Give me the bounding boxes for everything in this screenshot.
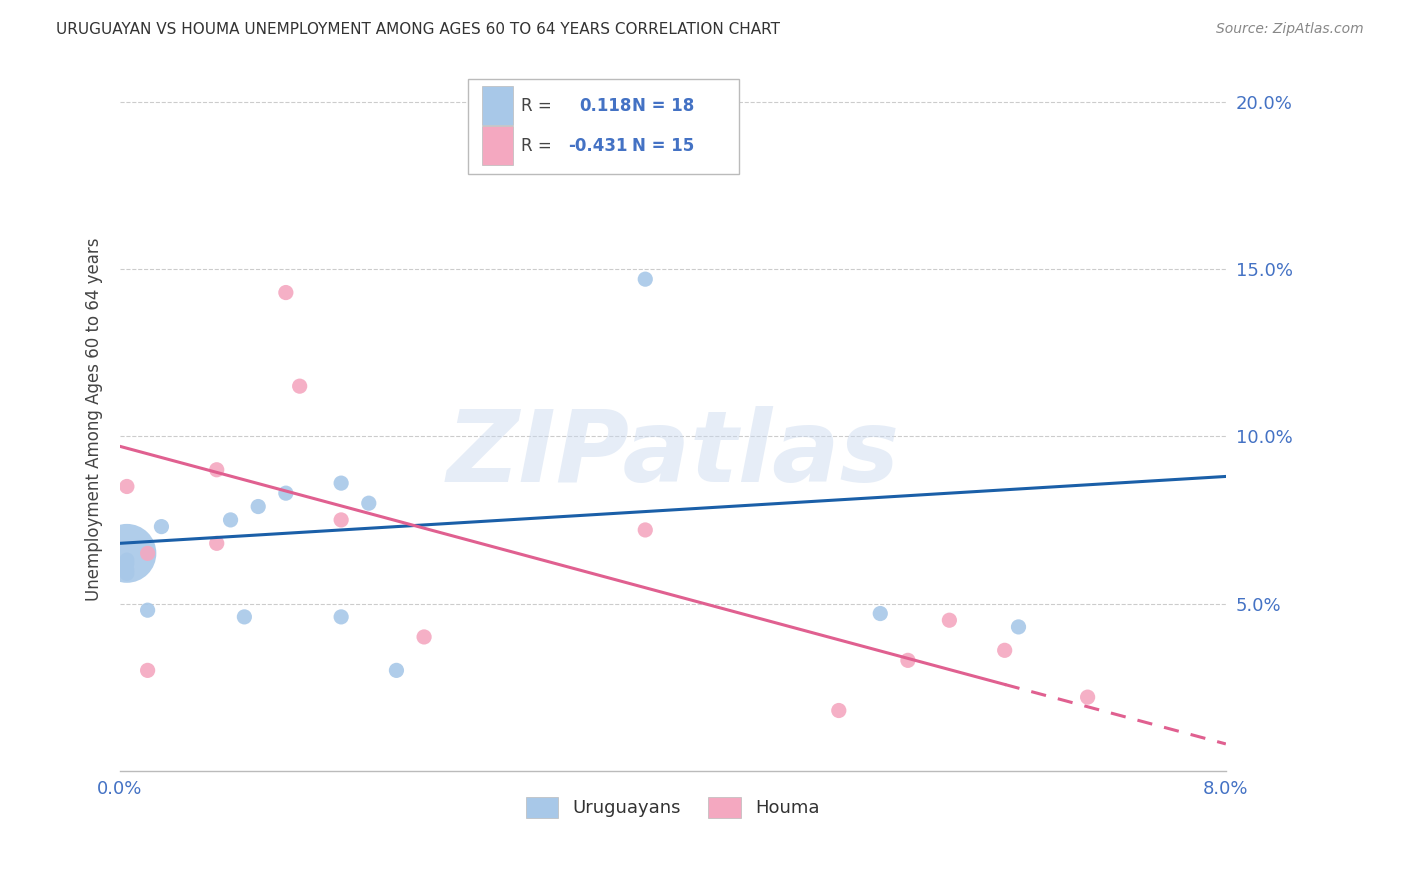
FancyBboxPatch shape bbox=[482, 87, 513, 125]
Point bbox=[205, 536, 228, 550]
Point bbox=[233, 610, 256, 624]
Point bbox=[634, 523, 657, 537]
Point bbox=[938, 613, 960, 627]
Point bbox=[150, 519, 173, 533]
Point bbox=[115, 566, 138, 581]
Text: R =: R = bbox=[522, 96, 562, 115]
Text: ZIPatlas: ZIPatlas bbox=[446, 406, 900, 503]
FancyBboxPatch shape bbox=[482, 127, 513, 165]
Point bbox=[115, 557, 138, 571]
Point bbox=[288, 379, 311, 393]
Point bbox=[1007, 620, 1029, 634]
Point bbox=[115, 546, 138, 560]
Point bbox=[634, 272, 657, 286]
Text: Source: ZipAtlas.com: Source: ZipAtlas.com bbox=[1216, 22, 1364, 37]
Point bbox=[828, 704, 851, 718]
Text: R =: R = bbox=[522, 136, 553, 154]
Point bbox=[330, 610, 353, 624]
Point bbox=[385, 664, 408, 678]
Point bbox=[219, 513, 242, 527]
Point bbox=[136, 603, 159, 617]
Point bbox=[247, 500, 270, 514]
Point bbox=[136, 546, 159, 560]
Point bbox=[330, 476, 353, 491]
Point bbox=[357, 496, 380, 510]
Text: N = 18: N = 18 bbox=[631, 96, 695, 115]
Point bbox=[136, 664, 159, 678]
Point bbox=[413, 630, 436, 644]
Y-axis label: Unemployment Among Ages 60 to 64 years: Unemployment Among Ages 60 to 64 years bbox=[86, 238, 103, 601]
Point bbox=[330, 513, 353, 527]
Point bbox=[897, 653, 920, 667]
Point bbox=[115, 553, 138, 567]
FancyBboxPatch shape bbox=[468, 79, 740, 174]
Point bbox=[274, 285, 297, 300]
Point bbox=[274, 486, 297, 500]
Point bbox=[869, 607, 891, 621]
Text: URUGUAYAN VS HOUMA UNEMPLOYMENT AMONG AGES 60 TO 64 YEARS CORRELATION CHART: URUGUAYAN VS HOUMA UNEMPLOYMENT AMONG AG… bbox=[56, 22, 780, 37]
Point bbox=[205, 463, 228, 477]
Point bbox=[1077, 690, 1099, 705]
Text: N = 15: N = 15 bbox=[631, 136, 695, 154]
Legend: Uruguayans, Houma: Uruguayans, Houma bbox=[519, 789, 827, 825]
Point bbox=[115, 563, 138, 577]
Point bbox=[115, 479, 138, 493]
Text: -0.431: -0.431 bbox=[568, 136, 627, 154]
Point bbox=[994, 643, 1017, 657]
Text: 0.118: 0.118 bbox=[579, 96, 631, 115]
